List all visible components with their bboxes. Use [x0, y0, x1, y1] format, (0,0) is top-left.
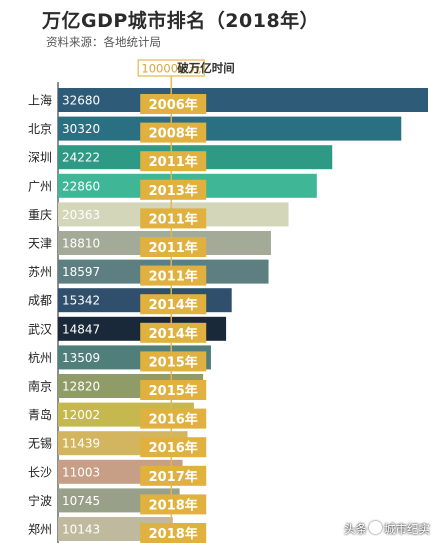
year-tag-label-3: 2011年 [149, 154, 198, 170]
year-tag-label-14: 2017年 [149, 469, 198, 485]
year-tag-label-11: 2015年 [149, 383, 198, 399]
year-tag-label-2: 2008年 [149, 126, 198, 142]
category-label-9: 武汉 [28, 322, 52, 336]
value-label-9: 14847 [62, 322, 100, 336]
watermark-text-left: 头条 [344, 522, 367, 536]
category-label-5: 重庆 [28, 208, 52, 222]
value-label-4: 22860 [62, 179, 100, 193]
year-tag-5 [140, 208, 207, 229]
value-label-14: 11003 [62, 465, 100, 479]
value-label-11: 12820 [62, 380, 100, 394]
year-tag-label-8: 2014年 [149, 297, 198, 313]
category-label-11: 南京 [28, 379, 52, 394]
year-tag-11 [140, 380, 207, 400]
category-label-1: 上海 [28, 93, 52, 108]
year-tag-label-10: 2015年 [149, 354, 198, 370]
year-tag-label-16: 2018年 [149, 526, 198, 542]
year-tag-label-4: 2013年 [149, 183, 198, 199]
year-tag-1 [140, 94, 207, 114]
category-label-6: 天津 [28, 237, 52, 251]
year-tag-7 [140, 265, 207, 286]
value-label-8: 15342 [62, 294, 100, 308]
year-tag-13 [140, 437, 207, 458]
value-label-7: 18597 [62, 265, 100, 279]
category-label-14: 长沙 [28, 465, 52, 479]
value-label-5: 20363 [62, 208, 100, 222]
watermark-text-right: 城市纪实 [384, 522, 430, 536]
year-tag-label-9: 2014年 [149, 326, 198, 342]
year-tag-9 [140, 322, 207, 343]
value-label-3: 24222 [62, 151, 100, 165]
year-tag-label-5: 2011年 [149, 211, 198, 227]
value-label-16: 10143 [62, 523, 100, 537]
value-label-12: 12002 [62, 408, 100, 422]
year-tag-12 [140, 408, 207, 429]
bar-1 [58, 88, 428, 112]
category-label-10: 杭州 [28, 350, 52, 365]
year-tag-label-12: 2016年 [149, 412, 198, 428]
value-label-6: 18810 [62, 237, 100, 251]
year-tag-label-1: 2006年 [149, 97, 198, 113]
category-label-7: 苏州 [28, 265, 52, 279]
at-circle-icon [369, 521, 382, 534]
year-tag-15 [140, 494, 207, 515]
year-tag-6 [140, 237, 207, 257]
category-label-3: 深圳 [28, 151, 52, 165]
reference-label: 10000亿元 [141, 62, 201, 76]
year-tag-2 [140, 122, 207, 143]
year-tag-3 [140, 151, 207, 172]
category-label-2: 北京 [28, 122, 52, 136]
category-label-16: 郑州 [28, 522, 52, 537]
year-tag-10 [140, 351, 207, 372]
year-tag-16 [140, 523, 207, 543]
year-tag-14 [140, 465, 207, 486]
category-label-8: 成都 [28, 294, 52, 308]
year-tag-4 [140, 179, 207, 200]
value-label-1: 32680 [62, 94, 100, 108]
value-label-2: 30320 [62, 122, 100, 136]
year-column-header: 破万亿时间 [177, 61, 235, 75]
year-tag-label-15: 2018年 [149, 497, 198, 513]
watermark: 头条 城市纪实 [344, 521, 430, 537]
value-label-15: 10745 [62, 494, 100, 508]
category-label-12: 青岛 [28, 407, 52, 422]
year-tag-label-7: 2011年 [149, 269, 198, 285]
category-label-4: 广州 [28, 179, 52, 193]
chart-source: 资料来源：各地统计局 [46, 35, 161, 49]
bar-2 [58, 116, 402, 141]
chart-title: 万亿GDP城市排名（2018年） [42, 10, 320, 32]
year-tag-label-6: 2011年 [149, 240, 198, 256]
year-tag-8 [140, 294, 207, 315]
value-label-10: 13509 [62, 351, 100, 365]
year-tag-label-13: 2016年 [149, 440, 198, 456]
category-label-13: 无锡 [28, 436, 52, 451]
value-label-13: 11439 [62, 437, 100, 451]
category-label-15: 宁波 [28, 493, 52, 508]
